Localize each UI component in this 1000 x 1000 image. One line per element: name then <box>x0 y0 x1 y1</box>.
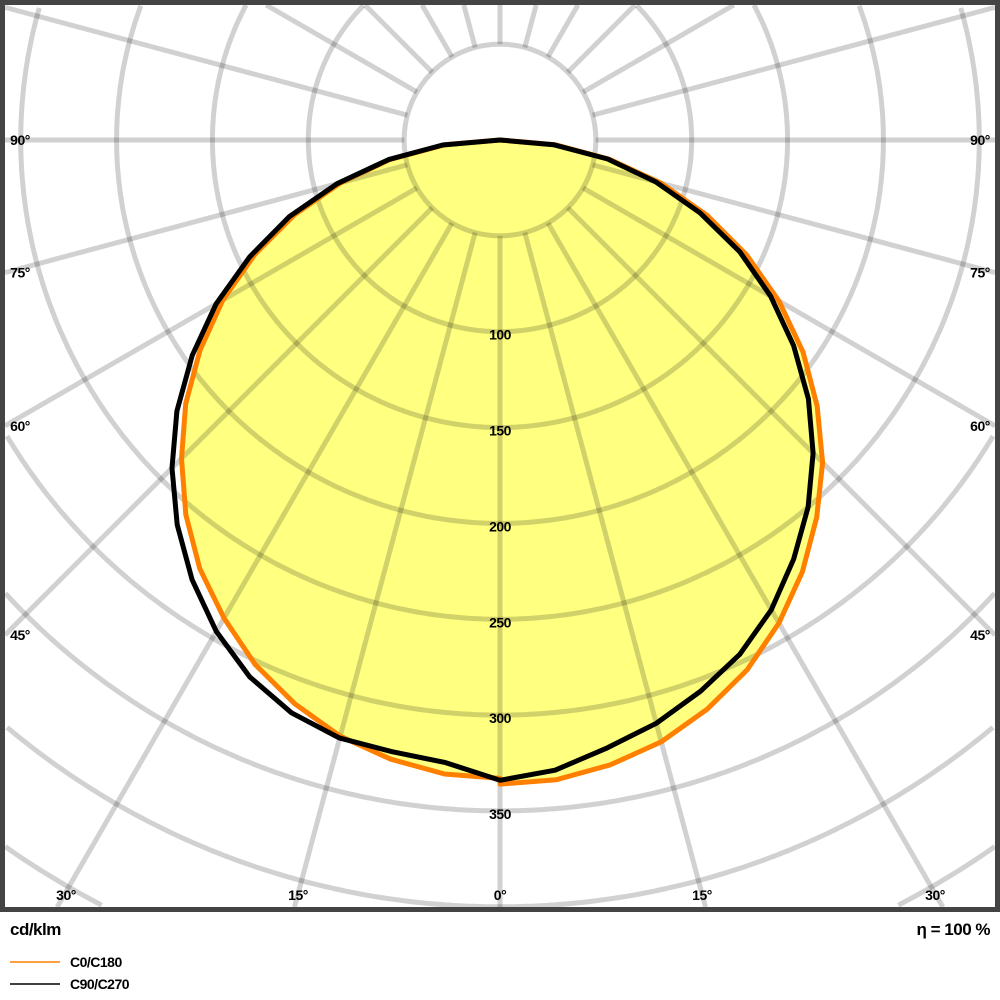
radial-tick-label: 250 <box>489 614 512 630</box>
angle-label-bottom: 30° <box>925 887 945 903</box>
radial-tick-label: 100 <box>489 327 512 343</box>
plot-frame <box>0 0 1000 912</box>
angle-label-bottom: 15° <box>288 887 308 903</box>
grid-spoke <box>566 206 997 637</box>
grid-spoke <box>522 231 708 908</box>
unit-label: cd/klm <box>10 920 61 939</box>
angle-label-right: 90° <box>970 132 990 148</box>
angle-label-left: 75° <box>10 265 30 281</box>
grid-circle <box>3 844 997 908</box>
angle-label-right: 60° <box>970 418 990 434</box>
series-line-c90-c270 <box>169 137 816 783</box>
grid-spoke <box>591 4 996 118</box>
grid-spoke <box>4 4 409 118</box>
grid-circle <box>5 725 995 910</box>
angle-label-bottom: 0° <box>494 887 506 903</box>
legend-label-c90-c270: C90/C270 <box>70 976 130 992</box>
radial-tick-label: 150 <box>489 423 512 439</box>
grid-circle <box>305 3 695 335</box>
angle-label-left: 60° <box>10 418 30 434</box>
legend-label-c0-c180: C0/C180 <box>70 954 122 970</box>
grid-spoke <box>545 221 945 909</box>
grid-circle <box>401 41 599 239</box>
grid-spoke <box>461 4 478 49</box>
angle-label-right: 75° <box>970 265 990 281</box>
grid-spoke <box>545 3 581 59</box>
grid-spoke <box>264 2 419 95</box>
grid-spoke <box>55 221 455 909</box>
grid-circle <box>114 4 886 526</box>
efficiency-label: η = 100 % <box>916 920 991 939</box>
grid-spoke <box>566 3 637 74</box>
angle-label-left: 45° <box>10 627 30 643</box>
grid-circle <box>209 3 790 431</box>
angle-label-bottom: 15° <box>692 887 712 903</box>
radial-tick-label: 350 <box>489 806 512 822</box>
grid-spoke <box>363 3 434 74</box>
grid-circle <box>3 591 997 814</box>
grid-spoke <box>3 206 434 637</box>
angle-label-bottom: 30° <box>56 887 76 903</box>
grid-spoke <box>581 185 997 428</box>
grid-spoke <box>581 2 736 95</box>
radial-tick-label: 200 <box>489 518 512 534</box>
radial-tick-label: 300 <box>489 710 512 726</box>
grid-circle <box>18 7 982 622</box>
angle-label-right: 45° <box>970 627 990 643</box>
grid-spoke <box>292 231 478 908</box>
grid-spoke <box>419 3 455 59</box>
grid-spoke <box>522 4 539 49</box>
grid-circle <box>4 434 996 718</box>
grid-spoke <box>3 185 419 428</box>
angle-label-left: 90° <box>10 132 30 148</box>
light-distribution-fill <box>181 140 823 785</box>
